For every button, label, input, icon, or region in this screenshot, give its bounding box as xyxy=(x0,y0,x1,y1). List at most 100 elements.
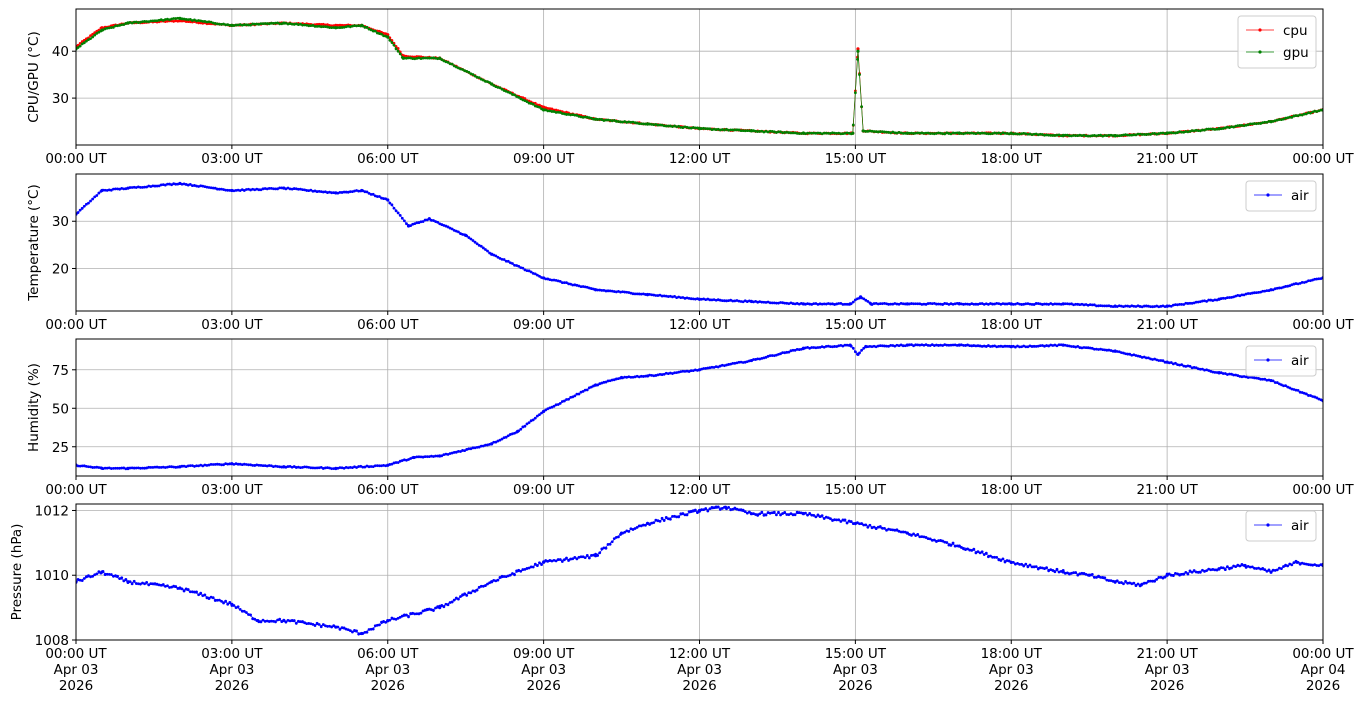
data-point-air xyxy=(112,466,115,470)
data-point-gpu xyxy=(835,131,839,135)
data-point-gpu xyxy=(249,23,252,27)
data-point-gpu xyxy=(1255,122,1258,126)
data-point-air xyxy=(878,302,882,306)
data-point-air xyxy=(1298,390,1302,394)
data-point-air xyxy=(415,455,419,459)
data-point-gpu xyxy=(425,56,429,60)
data-point-air xyxy=(612,537,616,541)
data-point-air xyxy=(278,186,282,190)
data-point-air xyxy=(87,574,90,578)
data-point-air xyxy=(851,300,855,304)
data-point-air xyxy=(681,512,685,515)
x-tick-label: 15:00 UT xyxy=(825,151,887,167)
data-point-air xyxy=(463,449,467,453)
data-point-air xyxy=(457,230,460,234)
data-point-air xyxy=(334,191,338,195)
x-tick-label: 21:00 UT xyxy=(1136,482,1198,498)
data-point-air xyxy=(486,582,489,586)
data-point-air xyxy=(1144,581,1148,585)
data-point-air xyxy=(1288,386,1292,390)
data-point-air xyxy=(935,302,938,306)
data-point-air xyxy=(833,345,836,348)
data-point-air xyxy=(1182,364,1186,368)
data-point-gpu xyxy=(457,66,460,70)
data-point-air xyxy=(1188,569,1192,573)
data-point-air xyxy=(251,617,255,621)
data-point-air xyxy=(484,248,487,251)
data-point-air xyxy=(240,609,244,613)
data-point-air xyxy=(390,203,394,207)
data-point-air xyxy=(390,462,394,466)
data-point-air xyxy=(1315,396,1319,400)
data-point-air xyxy=(550,278,554,282)
data-point-gpu xyxy=(608,119,612,122)
data-point-air xyxy=(1217,567,1221,571)
data-point-air xyxy=(571,395,575,399)
data-point-air xyxy=(454,596,458,600)
data-point-air xyxy=(294,187,298,191)
data-point-air xyxy=(396,616,400,620)
data-point-air xyxy=(1196,300,1200,304)
data-point-air xyxy=(1269,570,1273,574)
data-point-gpu xyxy=(872,130,876,133)
data-point-gpu xyxy=(966,131,969,135)
x-tick-label: Apr 03 xyxy=(54,662,99,678)
data-point-air xyxy=(610,540,614,544)
data-point-gpu xyxy=(658,123,662,127)
data-point-gpu xyxy=(916,131,920,135)
data-point-air xyxy=(1061,302,1065,306)
data-point-gpu xyxy=(163,18,167,21)
data-point-air xyxy=(149,466,153,469)
data-point-cpu xyxy=(546,107,550,110)
data-point-gpu xyxy=(1298,113,1302,117)
data-point-air xyxy=(916,533,920,536)
data-point-air xyxy=(1221,296,1225,300)
data-point-air xyxy=(629,375,633,379)
data-point-air xyxy=(394,209,398,213)
data-point-air xyxy=(360,631,364,636)
data-point-air xyxy=(342,190,346,194)
data-point-air xyxy=(321,190,325,194)
data-point-air xyxy=(1275,381,1279,384)
data-point-air xyxy=(467,447,471,451)
data-point-air xyxy=(1157,359,1161,362)
data-point-air xyxy=(1298,562,1302,566)
data-point-air xyxy=(276,187,279,191)
data-point-air xyxy=(1076,573,1080,577)
data-point-air xyxy=(405,613,408,617)
data-point-air xyxy=(263,619,267,623)
data-point-air xyxy=(1139,583,1143,587)
data-point-air xyxy=(1105,348,1109,352)
x-tick-label: 00:00 UT xyxy=(1292,317,1354,333)
data-point-air xyxy=(739,300,743,303)
data-point-gpu xyxy=(382,34,385,38)
data-point-air xyxy=(1001,345,1005,348)
data-point-gpu xyxy=(914,131,918,135)
data-point-gpu xyxy=(1076,134,1080,137)
data-point-air xyxy=(662,519,666,522)
data-point-air xyxy=(386,198,390,202)
data-point-air xyxy=(100,466,104,470)
data-point-air xyxy=(126,466,130,470)
data-point-gpu xyxy=(220,23,223,26)
data-point-air xyxy=(269,186,273,190)
data-point-gpu xyxy=(1053,134,1057,137)
data-point-air xyxy=(134,466,138,470)
data-point-air xyxy=(1255,291,1258,294)
data-point-air xyxy=(1263,568,1267,572)
data-point-air xyxy=(868,345,872,348)
data-point-air xyxy=(513,263,516,267)
data-point-air xyxy=(1288,284,1292,288)
data-point-air xyxy=(801,346,806,350)
data-point-air xyxy=(494,254,498,258)
data-point-air xyxy=(1163,575,1167,579)
data-point-gpu xyxy=(95,31,99,35)
data-point-air xyxy=(294,466,298,469)
data-point-air xyxy=(190,184,194,188)
data-point-air xyxy=(706,366,710,370)
data-point-air xyxy=(386,618,390,623)
data-point-air xyxy=(471,239,475,242)
data-point-gpu xyxy=(583,115,587,119)
data-point-air xyxy=(604,546,608,550)
data-point-air xyxy=(438,606,442,610)
